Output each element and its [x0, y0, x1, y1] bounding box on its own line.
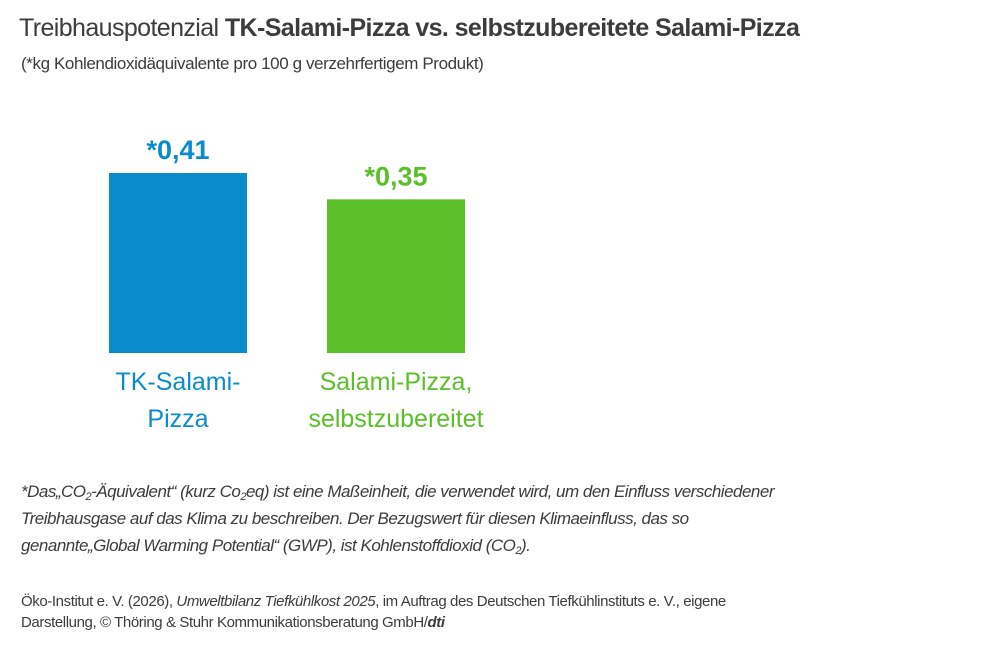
bar-chart: *0,41 TK-Salami-Pizza *0,35 Salami-Pizza, se… — [109, 135, 484, 433]
source-text-1: Öko-Institut e. V. (2026), — [21, 593, 177, 610]
footnote: *Das„CO2-Äquivalent“ (kurz Co2eq) ist ei… — [21, 478, 811, 559]
source-publication-title: Umweltbilanz Tiefkühlkost 2025 — [176, 593, 376, 610]
data-label-1: *0,41 — [146, 135, 209, 165]
footnote-text-2: -Äquivalent“ (kurz Co — [91, 482, 241, 501]
chart-title-bold: TK-Salami-Pizza vs. selbstzubereitete Sa… — [224, 14, 800, 42]
footnote-subscript-1: 2 — [85, 491, 92, 503]
category-label-1: TK-Salami-Pizza — [115, 368, 240, 433]
footnote-text-3: eq) ist eine Maßeinheit, die verwendet w… — [21, 482, 775, 555]
source-text-2: , im Auftrag des Deutschen Tiefkühlinsti… — [21, 593, 726, 631]
category-label-2: Salami-Pizza, selbstzubereitet — [308, 368, 483, 433]
chart-title: Treibhauspotenzial TK-Salami-Pizza vs. s… — [19, 14, 800, 43]
source-brand: dti — [427, 614, 446, 631]
footnote-text-1: *Das„CO — [21, 482, 86, 501]
chart-subtitle: (*kg Kohlendioxidäquivalente pro 100 g v… — [21, 54, 484, 73]
footnote-subscript-2: 2 — [240, 491, 246, 503]
bar-1 — [109, 173, 247, 353]
bar-2 — [327, 199, 465, 353]
footnote-subscript-3: 2 — [515, 545, 521, 557]
chart-title-light: Treibhauspotenzial — [19, 14, 225, 42]
source-note: Öko-Institut e. V. (2026), Umweltbilanz … — [21, 591, 781, 633]
footnote-text-4: ). — [520, 536, 531, 555]
data-label-2: *0,35 — [364, 161, 427, 191]
